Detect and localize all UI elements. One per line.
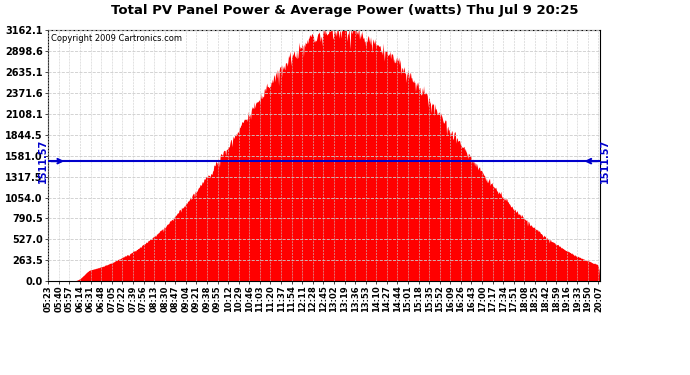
Text: Copyright 2009 Cartronics.com: Copyright 2009 Cartronics.com (51, 34, 182, 43)
Text: 1511.57: 1511.57 (600, 139, 610, 183)
Text: 1511.57: 1511.57 (39, 139, 48, 183)
Text: Total PV Panel Power & Average Power (watts) Thu Jul 9 20:25: Total PV Panel Power & Average Power (wa… (111, 4, 579, 17)
